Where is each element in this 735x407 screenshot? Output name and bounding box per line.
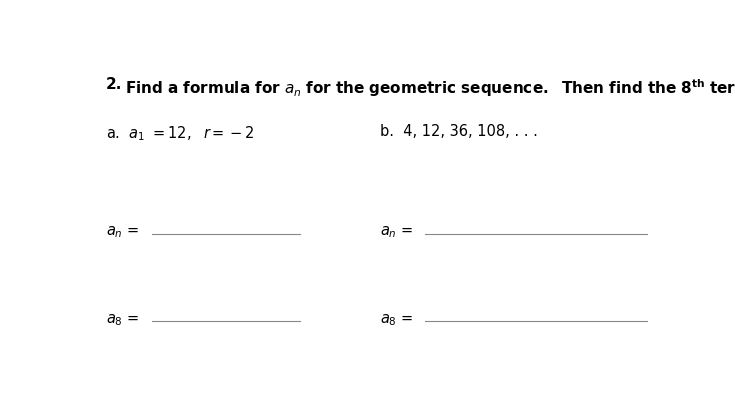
Text: 2.: 2. [106, 77, 123, 92]
Text: $\mathit{a}_{n}$ =: $\mathit{a}_{n}$ = [379, 224, 413, 240]
Text: $\mathbf{Find\ a\ formula\ for\ }$$\mathit{a}_{n}$$\mathbf{\ for\ the\ geometric: $\mathbf{Find\ a\ formula\ for\ }$$\math… [125, 77, 735, 99]
Text: b.  4, 12, 36, 108, . . .: b. 4, 12, 36, 108, . . . [379, 124, 537, 139]
Text: $\mathit{a}_{8}$ =: $\mathit{a}_{8}$ = [106, 312, 140, 328]
Text: a.  $\mathit{a}_{1}$ $=12,\ \ r=-2$: a. $\mathit{a}_{1}$ $=12,\ \ r=-2$ [106, 124, 255, 143]
Text: $\mathit{a}_{8}$ =: $\mathit{a}_{8}$ = [379, 312, 413, 328]
Text: $\mathit{a}_{n}$ =: $\mathit{a}_{n}$ = [106, 224, 140, 240]
